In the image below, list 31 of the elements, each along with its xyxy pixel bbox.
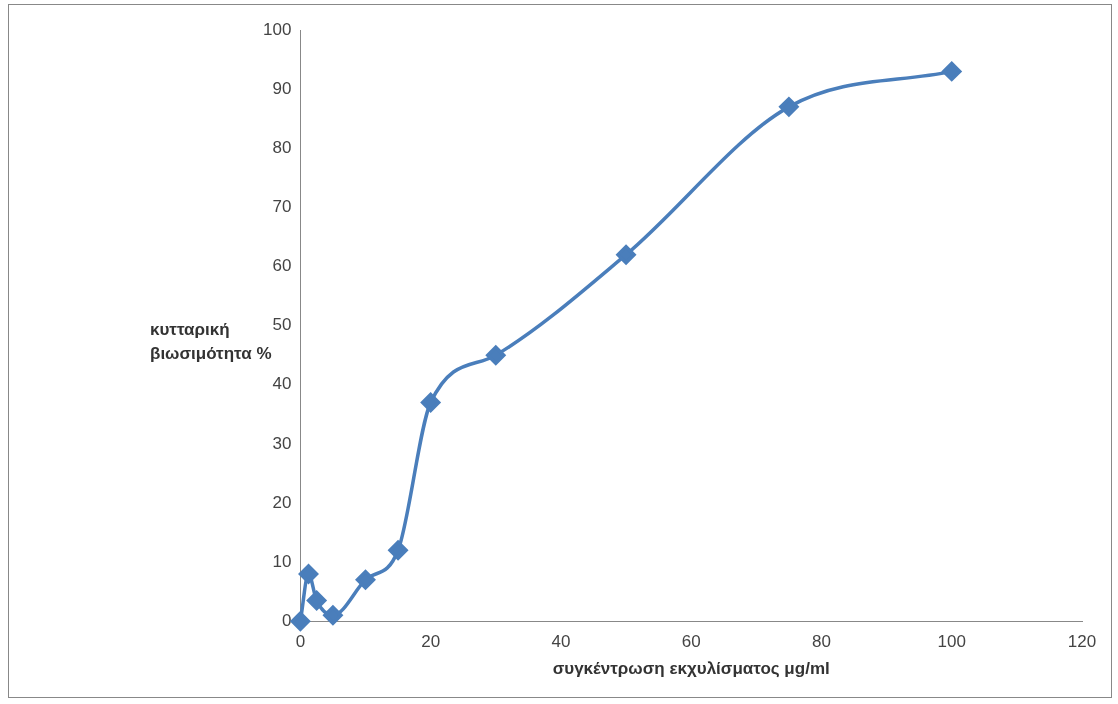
y-tick-label: 90 <box>272 78 292 98</box>
y-tick-label: 80 <box>272 137 292 157</box>
y-tick-label: 20 <box>272 492 292 512</box>
point <box>298 564 319 584</box>
x-tick-label: 60 <box>681 632 701 652</box>
point <box>779 97 799 117</box>
y-tick-label: 0 <box>281 610 292 630</box>
x-axis-title: συγκέντρωση εκχυλίσματος μg/ml <box>552 659 830 679</box>
y-tick-label: 10 <box>272 551 292 571</box>
y-tick-label: 60 <box>272 256 292 276</box>
y-tick-label: 70 <box>272 197 292 217</box>
x-tick-label: 100 <box>937 632 966 652</box>
x-tick-label: 80 <box>811 632 831 652</box>
y-tick-label: 40 <box>272 374 292 394</box>
x-tick-label: 0 <box>295 632 306 652</box>
point <box>941 61 962 82</box>
y-tick-label: 30 <box>272 433 292 453</box>
y-axis-title: κυτταρική βιωσιμότητα % <box>150 320 272 363</box>
point <box>486 345 506 365</box>
point <box>388 540 408 561</box>
y-tick-label: 100 <box>262 19 292 39</box>
point <box>616 244 636 265</box>
y-tick-label: 50 <box>272 315 292 335</box>
point <box>420 392 441 413</box>
point <box>355 570 376 590</box>
x-tick-label: 120 <box>1067 632 1097 652</box>
x-tick-label: 40 <box>551 632 571 652</box>
point <box>306 590 327 611</box>
point <box>323 605 343 626</box>
x-tick-label: 20 <box>421 632 441 652</box>
point <box>290 611 311 631</box>
